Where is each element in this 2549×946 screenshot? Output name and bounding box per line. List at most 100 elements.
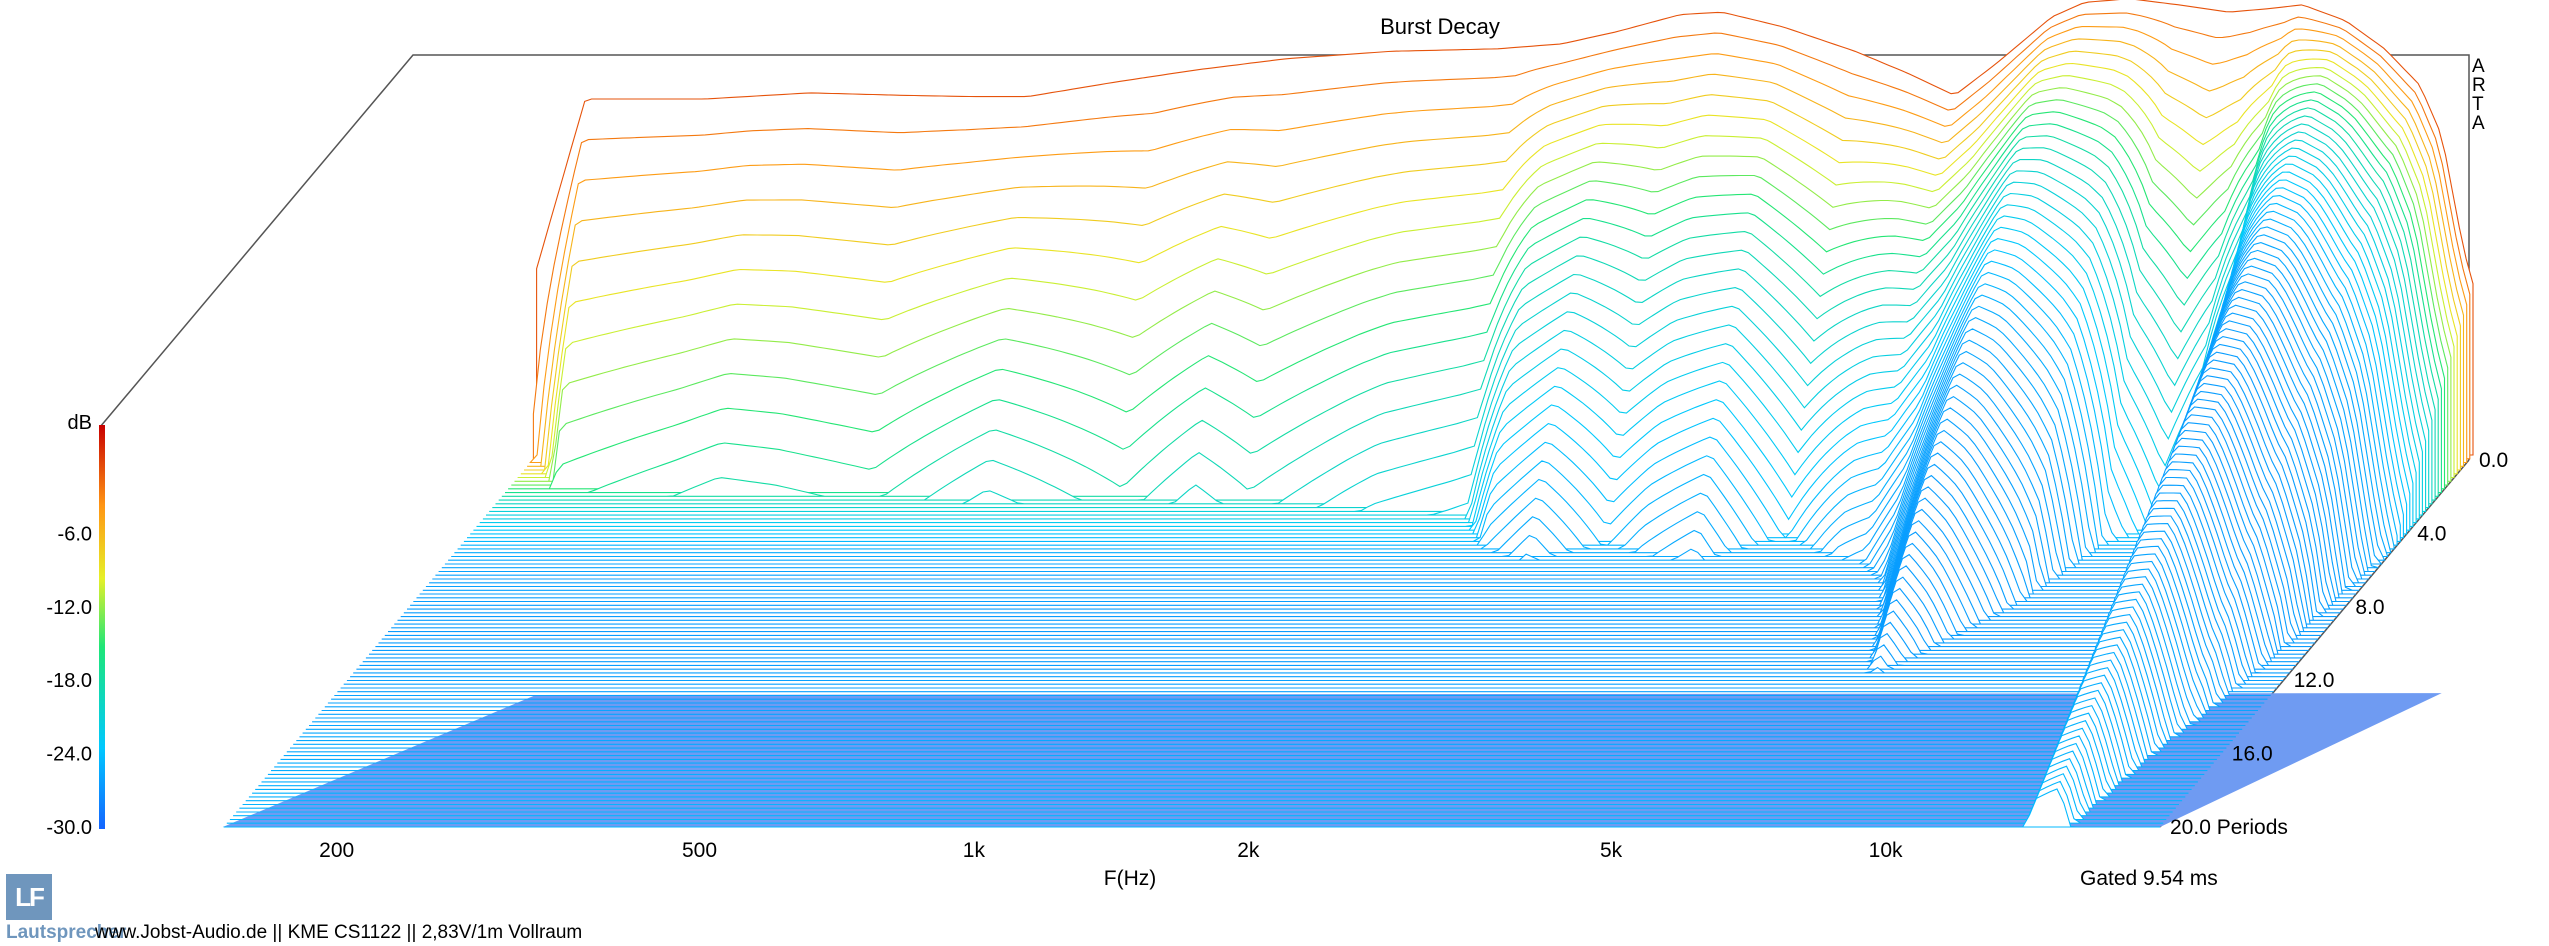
decay-slice bbox=[299, 606, 2236, 738]
period-tick-label: 4.0 bbox=[2417, 522, 2446, 545]
decay-slice bbox=[407, 343, 2344, 610]
decay-slice bbox=[362, 453, 2300, 663]
arta-brand: A R T A bbox=[2472, 56, 2486, 134]
arta-letter-a2: A bbox=[2472, 113, 2485, 134]
decay-slice bbox=[255, 712, 2192, 790]
decay-slice bbox=[388, 390, 2325, 633]
period-tick-label: 20.0 Periods bbox=[2170, 816, 2288, 839]
colorbar-tick-label: -24.0 bbox=[46, 744, 92, 766]
decay-slice bbox=[369, 437, 2306, 655]
colorbar-tick-label: -18.0 bbox=[46, 670, 92, 692]
decay-slice bbox=[245, 735, 2183, 802]
decay-slice bbox=[283, 644, 2221, 757]
arta-letter-r: R bbox=[2472, 75, 2486, 96]
decay-slice bbox=[403, 351, 2341, 614]
x-tick-label: 1k bbox=[963, 839, 986, 862]
decay-slice bbox=[229, 773, 2167, 821]
decay-slice bbox=[242, 742, 2179, 806]
decay-slice bbox=[413, 328, 2350, 603]
colorbar-tick-label: -30.0 bbox=[46, 817, 92, 839]
colorbar: dB -6.0 -12.0 -18.0 -24.0 -30.0 bbox=[46, 412, 105, 839]
decay-slice bbox=[365, 445, 2303, 659]
colorbar-unit: dB bbox=[68, 412, 92, 434]
decay-slice bbox=[334, 523, 2271, 697]
arta-letter-a1: A bbox=[2472, 56, 2485, 77]
decay-slice bbox=[416, 320, 2353, 599]
x-tick-label: 10k bbox=[1869, 839, 1903, 862]
colorbar-tick-label: -6.0 bbox=[58, 523, 92, 545]
decay-slice bbox=[324, 545, 2262, 708]
decay-slice bbox=[286, 636, 2224, 753]
period-tick-label: 8.0 bbox=[2355, 596, 2384, 619]
decay-slice bbox=[400, 359, 2338, 618]
decay-slice bbox=[302, 598, 2239, 734]
x-tick-label: 500 bbox=[682, 839, 717, 862]
decay-slice bbox=[375, 422, 2312, 648]
decay-slice bbox=[356, 469, 2293, 670]
decay-slice bbox=[312, 576, 2249, 723]
footer-caption: www.Jobst-Audio.de || KME CS1122 || 2,83… bbox=[95, 922, 583, 943]
decay-slice bbox=[343, 500, 2281, 685]
x-tick-label: 2k bbox=[1237, 839, 1260, 862]
decay-slice bbox=[267, 682, 2205, 775]
decay-slice bbox=[296, 614, 2233, 742]
decay-slice bbox=[248, 727, 2186, 798]
decay-slice bbox=[271, 674, 2208, 772]
decay-slice bbox=[239, 750, 2176, 809]
decay-slice bbox=[425, 296, 2363, 588]
decay-slice bbox=[410, 336, 2347, 606]
decay-slice bbox=[309, 583, 2246, 727]
decay-slice bbox=[252, 720, 2189, 794]
period-tick-label: 16.0 bbox=[2232, 743, 2273, 766]
period-tick-label: 12.0 bbox=[2294, 669, 2335, 692]
decay-slice bbox=[419, 312, 2356, 595]
decay-slice bbox=[394, 375, 2331, 625]
decay-slice bbox=[290, 629, 2227, 749]
decay-slice bbox=[305, 591, 2243, 730]
decay-slice bbox=[340, 507, 2277, 689]
decay-slice bbox=[261, 697, 2198, 783]
decay-slice bbox=[422, 304, 2360, 591]
decay-slice bbox=[226, 780, 2164, 824]
arta-letter-t: T bbox=[2472, 94, 2484, 115]
decay-slice bbox=[397, 367, 2334, 621]
decay-slice bbox=[337, 515, 2274, 693]
decay-slice bbox=[318, 560, 2255, 715]
decay-slice bbox=[258, 704, 2195, 787]
period-axis-ticks: 0.0 4.0 8.0 12.0 16.0 20.0 Periods bbox=[2170, 449, 2508, 839]
decay-slice bbox=[233, 765, 2170, 817]
colorbar-gradient bbox=[99, 425, 105, 829]
waterfall-slices bbox=[223, 0, 2474, 828]
x-axis-ticks: 200 500 1k 2k 5k 10k bbox=[319, 839, 1903, 862]
decay-slice bbox=[321, 553, 2258, 712]
decay-slice bbox=[264, 689, 2202, 779]
decay-slice bbox=[327, 538, 2265, 704]
colorbar-tick-label: -12.0 bbox=[46, 597, 92, 619]
decay-slice bbox=[346, 492, 2284, 682]
decay-slice bbox=[391, 382, 2328, 629]
x-axis-label: F(Hz) bbox=[1104, 867, 1156, 890]
decay-slice bbox=[372, 429, 2309, 651]
lf-logo: LF bbox=[6, 874, 52, 920]
logo-wordmark: Lautsprecher bbox=[6, 922, 127, 943]
decay-slice bbox=[331, 530, 2268, 700]
decay-slice bbox=[381, 406, 2319, 640]
period-tick-label: 0.0 bbox=[2479, 449, 2508, 472]
decay-slice bbox=[236, 758, 2173, 813]
decay-slice bbox=[350, 484, 2287, 678]
decay-slice bbox=[293, 621, 2230, 745]
decay-slice bbox=[274, 667, 2211, 768]
decay-slice bbox=[378, 414, 2315, 644]
decay-slice bbox=[277, 659, 2214, 764]
decay-slice bbox=[315, 568, 2252, 719]
decay-slice bbox=[353, 476, 2290, 674]
x-tick-label: 5k bbox=[1600, 839, 1623, 862]
decay-slice bbox=[384, 398, 2322, 636]
colorbar-ticks: -6.0 -12.0 -18.0 -24.0 -30.0 bbox=[46, 523, 92, 839]
x-tick-label: 200 bbox=[319, 839, 354, 862]
decay-slice bbox=[359, 461, 2296, 666]
decay-slice bbox=[280, 651, 2217, 760]
chart-title: Burst Decay bbox=[1380, 14, 1500, 39]
decay-slice bbox=[223, 788, 2160, 828]
